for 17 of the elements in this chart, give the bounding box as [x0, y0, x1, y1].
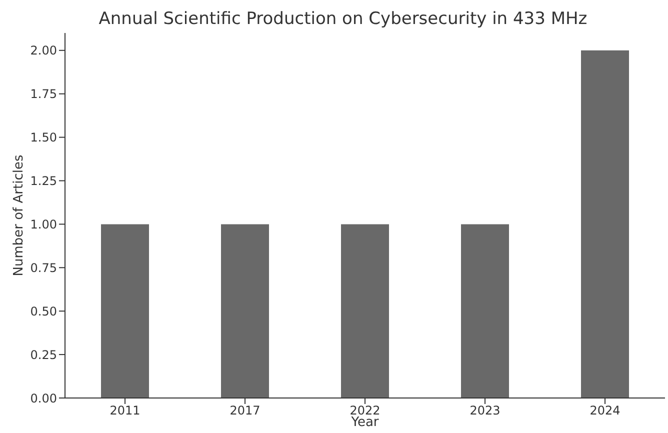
y-tick-label: 1.25 [30, 174, 57, 188]
y-tick-label: 1.50 [30, 130, 57, 145]
y-tick-label: 1.75 [30, 87, 57, 102]
y-tick-label: 0.25 [30, 348, 57, 362]
y-tick-label: 0.75 [30, 260, 57, 275]
x-tick-label: 2022 [350, 404, 380, 418]
y-tick-label: 0.00 [30, 391, 57, 406]
x-axis-title: Year [350, 415, 380, 430]
x-tick-label: 2024 [590, 404, 620, 418]
y-tick-label: 0.50 [30, 304, 57, 318]
x-tick-label: 2011 [110, 404, 140, 418]
y-axis-title: Number of Articles [12, 154, 27, 276]
y-tick-label: 1.00 [30, 217, 57, 232]
chart-title: Annual Scientific Production on Cybersecurity in 433 MHz [98, 8, 588, 30]
x-tick-label: 2017 [230, 404, 260, 418]
y-tick-label: 2.00 [30, 44, 57, 58]
x-tick-label: 2023 [470, 404, 500, 418]
